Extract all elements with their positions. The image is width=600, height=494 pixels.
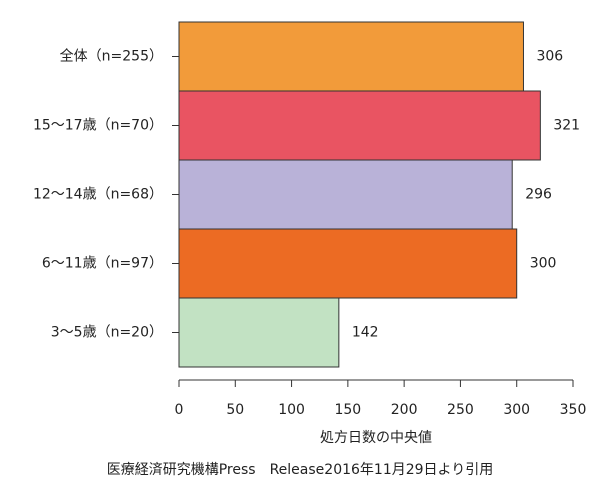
bar <box>178 297 340 368</box>
x-tick-label: 150 <box>334 402 361 418</box>
x-tick-label: 250 <box>447 402 474 418</box>
x-tick-label: 0 <box>175 402 184 418</box>
value-label: 306 <box>536 49 563 65</box>
value-label: 321 <box>553 118 580 134</box>
x-tick-label: 350 <box>560 402 587 418</box>
y-tick-label: 12〜14歳（n=68） <box>33 187 163 203</box>
x-tick-label: 100 <box>278 402 305 418</box>
bar <box>178 90 541 161</box>
bar <box>178 21 524 92</box>
y-tick-label: 3〜5歳（n=20） <box>51 325 163 341</box>
y-tick-label: 15〜17歳（n=70） <box>33 118 163 134</box>
x-tick-label: 50 <box>226 402 244 418</box>
value-label: 142 <box>352 325 379 341</box>
bar <box>178 159 513 230</box>
value-label: 296 <box>525 187 552 203</box>
y-tick-label: 6〜11歳（n=97） <box>42 256 163 272</box>
x-tick-label: 300 <box>503 402 530 418</box>
y-tick-label: 全体（n=255） <box>60 48 163 65</box>
source-note: 医療経済研究機構Press Release2016年11月29日より引用 <box>107 461 494 478</box>
value-label: 300 <box>530 256 557 272</box>
x-tick-label: 200 <box>391 402 418 418</box>
bar <box>178 228 518 299</box>
x-axis-label: 処方日数の中央値 <box>320 430 432 446</box>
